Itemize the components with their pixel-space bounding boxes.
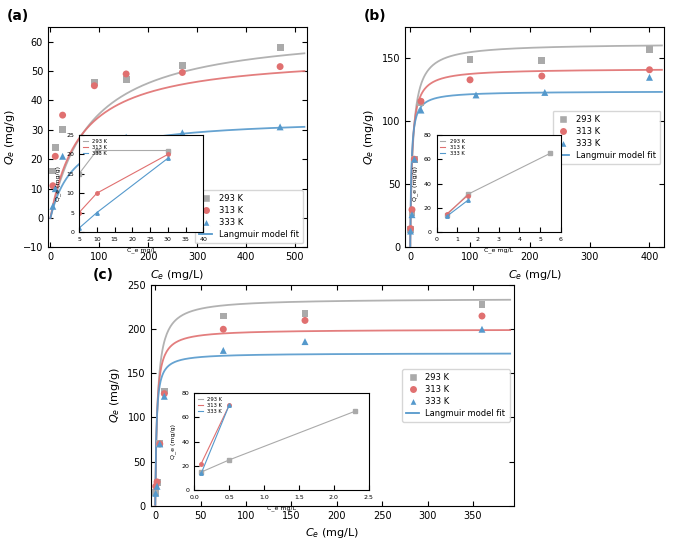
Point — [50, 143, 61, 152]
Point — [218, 346, 229, 355]
Point — [299, 309, 310, 317]
Point — [464, 55, 475, 64]
Point — [644, 45, 655, 54]
Point — [154, 440, 165, 448]
Point — [159, 392, 170, 401]
Point — [299, 337, 310, 346]
Point — [159, 390, 170, 398]
X-axis label: C_e mg/L: C_e mg/L — [267, 506, 296, 512]
Y-axis label: $Q_e$ (mg/g): $Q_e$ (mg/g) — [362, 109, 377, 165]
Point — [150, 489, 161, 498]
Point — [177, 68, 188, 77]
Point — [154, 440, 165, 448]
Point — [644, 73, 655, 82]
Point — [50, 152, 61, 161]
Point — [150, 488, 161, 497]
Legend: 293 K, 313 K, 333 K, Langmuir model fit: 293 K, 313 K, 333 K, Langmuir model fit — [402, 369, 510, 422]
Point — [409, 155, 420, 164]
Point — [539, 88, 550, 97]
Point — [177, 61, 188, 69]
Point — [47, 181, 58, 190]
Point — [471, 91, 482, 100]
Point — [89, 79, 100, 87]
Point — [299, 316, 310, 325]
Point — [409, 155, 420, 164]
Point — [57, 152, 68, 161]
Point — [121, 75, 132, 84]
Point — [121, 69, 132, 78]
Point — [57, 111, 68, 119]
Point — [275, 123, 286, 131]
Text: (a): (a) — [6, 9, 29, 23]
Point — [50, 185, 61, 193]
Point — [477, 300, 488, 309]
Legend: 293 K, 313 K, 333 K: 293 K, 313 K, 333 K — [197, 396, 223, 415]
Point — [150, 482, 161, 491]
Point — [536, 56, 547, 65]
Point — [464, 75, 475, 84]
Point — [218, 325, 229, 334]
X-axis label: $C_e$ (mg/L): $C_e$ (mg/L) — [151, 268, 205, 282]
Point — [47, 167, 58, 175]
Point — [151, 482, 162, 491]
Point — [644, 66, 655, 74]
Y-axis label: Q_e (mg/g): Q_e (mg/g) — [55, 166, 61, 201]
Point — [47, 202, 58, 210]
Point — [151, 478, 162, 487]
Point — [89, 149, 100, 158]
Text: (c): (c) — [92, 267, 114, 281]
Y-axis label: Q_e (mg/g): Q_e (mg/g) — [171, 424, 176, 459]
Point — [416, 106, 427, 115]
Point — [57, 125, 68, 134]
Point — [477, 325, 488, 334]
Point — [405, 225, 416, 234]
Point — [536, 72, 547, 80]
X-axis label: C_e mg/L: C_e mg/L — [484, 247, 513, 253]
Legend: 293 K, 313 K, 333 K, Langmuir model fit: 293 K, 313 K, 333 K, Langmuir model fit — [195, 190, 303, 243]
Point — [89, 81, 100, 90]
Point — [121, 133, 132, 141]
X-axis label: C_e mg/L: C_e mg/L — [127, 247, 155, 253]
Point — [405, 224, 416, 233]
Legend: 293 K, 313 K, 333 K, Langmuir model fit: 293 K, 313 K, 333 K, Langmuir model fit — [553, 111, 660, 164]
Point — [275, 43, 286, 52]
Point — [406, 206, 417, 214]
Legend: 293 K, 313 K, 333 K: 293 K, 313 K, 333 K — [439, 138, 466, 157]
Point — [154, 440, 165, 448]
Point — [406, 208, 417, 216]
Text: (b): (b) — [364, 9, 386, 23]
Point — [409, 155, 420, 164]
Point — [275, 62, 286, 71]
Point — [218, 312, 229, 320]
Point — [406, 210, 417, 219]
Point — [416, 98, 427, 107]
Y-axis label: Q_e (mg/g): Q_e (mg/g) — [412, 166, 419, 201]
Point — [151, 478, 162, 486]
Y-axis label: $Q_e$ (mg/g): $Q_e$ (mg/g) — [108, 367, 122, 423]
X-axis label: $C_e$ (mg/L): $C_e$ (mg/L) — [306, 526, 359, 538]
Legend: 293 K, 313 K, 333 K: 293 K, 313 K, 333 K — [82, 138, 108, 157]
Point — [416, 97, 427, 105]
X-axis label: $C_e$ (mg/L): $C_e$ (mg/L) — [508, 268, 562, 282]
Point — [477, 312, 488, 320]
Y-axis label: $Q_e$ (mg/g): $Q_e$ (mg/g) — [3, 109, 17, 165]
Point — [405, 227, 416, 236]
Point — [177, 129, 188, 137]
Point — [159, 387, 170, 395]
